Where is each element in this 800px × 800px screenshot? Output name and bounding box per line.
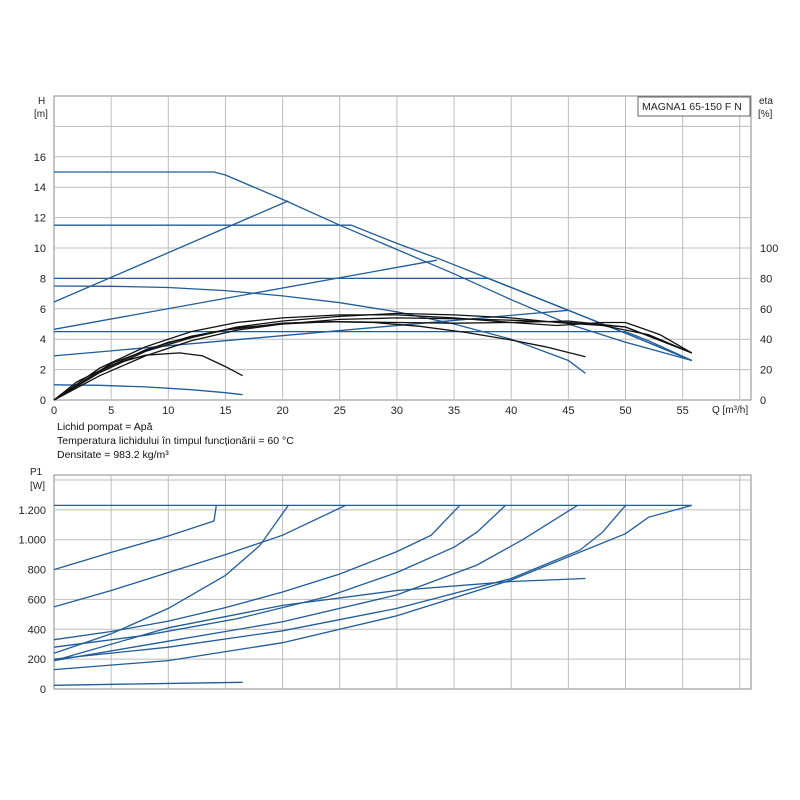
eta-curve-6 [53, 320, 693, 401]
chart-title: MAGNA1 65-150 F N [642, 101, 742, 113]
head-axis-ticks: 0 5 10 15 20 25 30 35 40 45 50 55 0 2 4 6 8 10 12 14 16 0 20 40… [34, 152, 779, 417]
head-curve-1 [54, 171, 692, 362]
efficiency-curves [53, 312, 693, 401]
y2-tick-label: 80 [760, 273, 772, 285]
power-curve-4 [53, 504, 461, 641]
p1-tick-label: 200 [28, 654, 46, 666]
x-tick-label: 45 [562, 405, 574, 417]
y-axis-unit-p1: [W] [30, 481, 45, 492]
head-curve-8 [53, 285, 586, 374]
y-tick-label: 10 [34, 243, 46, 255]
y2-tick-label: 60 [760, 304, 772, 316]
power-curve-7 [53, 504, 626, 660]
y2-axis-label-eta: eta [759, 96, 773, 107]
head-curve-5 [53, 200, 289, 303]
head-curve-7 [53, 309, 569, 357]
y-tick-label: 4 [40, 334, 46, 346]
info-density: Densitate = 983.2 kg/m³ [57, 449, 169, 461]
head-curve-4 [54, 330, 693, 362]
y-tick-label: 0 [40, 395, 46, 407]
y2-tick-label: 20 [760, 365, 772, 377]
y2-tick-label: 0 [760, 395, 766, 407]
y-tick-label: 16 [34, 152, 46, 164]
power-curve-6 [53, 504, 578, 662]
y2-tick-label: 100 [760, 243, 778, 255]
power-curves [53, 504, 692, 686]
power-curve-5 [53, 504, 506, 648]
title-box [637, 96, 751, 117]
x-tick-label: 50 [619, 405, 631, 417]
y2-axis-unit-eta: [%] [758, 109, 773, 120]
x-tick-label: 40 [505, 405, 517, 417]
p1-tick-label: 1.200 [18, 505, 46, 517]
power-curve-1 [53, 505, 217, 571]
x-tick-label: 20 [276, 405, 288, 417]
power-curve-10 [53, 577, 586, 662]
x-tick-label: 35 [448, 405, 460, 417]
y-axis-label-h: H [38, 96, 45, 107]
y-tick-label: 8 [40, 273, 46, 285]
power-curve-2 [53, 505, 289, 654]
y-tick-label: 2 [40, 365, 46, 377]
p1-tick-label: 0 [40, 684, 46, 696]
x-tick-label: 30 [391, 405, 403, 417]
y2-tick-label: 40 [760, 334, 772, 346]
head-curve-6 [53, 259, 438, 330]
x-tick-label: 55 [677, 405, 689, 417]
y-tick-label: 14 [34, 182, 46, 194]
p1-tick-label: 400 [28, 624, 46, 636]
p1-tick-label: 600 [28, 594, 46, 606]
power-axis-ticks: 0 200 400 600 800 1.000 1.200 [18, 505, 46, 696]
eta-curve-1 [53, 352, 243, 401]
power-grid [54, 475, 751, 689]
y-tick-label: 6 [40, 304, 46, 316]
power-curve-11 [53, 681, 243, 686]
power-curve-3 [53, 504, 346, 608]
x-tick-label: 0 [51, 405, 57, 417]
info-temperature: Temperatura lichidului în timpul funcțio… [57, 435, 294, 447]
head-curve-9 [53, 384, 243, 396]
x-tick-label: 10 [162, 405, 174, 417]
eta-curve-5 [53, 317, 693, 401]
p1-tick-label: 1.000 [18, 535, 46, 547]
y-tick-label: 12 [34, 213, 46, 225]
head-curves [53, 171, 693, 396]
power-curve-8 [53, 504, 692, 671]
p1-tick-label: 800 [28, 565, 46, 577]
info-liquid: Lichid pompat = Apă [57, 421, 153, 433]
head-curve-3 [54, 277, 693, 362]
x-axis-label-q: Q [m³/h] [712, 405, 748, 416]
eta-curve-3 [53, 314, 693, 401]
x-tick-label: 15 [219, 405, 231, 417]
x-tick-label: 25 [334, 405, 346, 417]
y-axis-label-p1: P1 [30, 467, 43, 478]
y-axis-unit-h: [m] [34, 109, 48, 120]
power-plot-frame [53, 474, 752, 690]
x-tick-label: 5 [108, 405, 114, 417]
